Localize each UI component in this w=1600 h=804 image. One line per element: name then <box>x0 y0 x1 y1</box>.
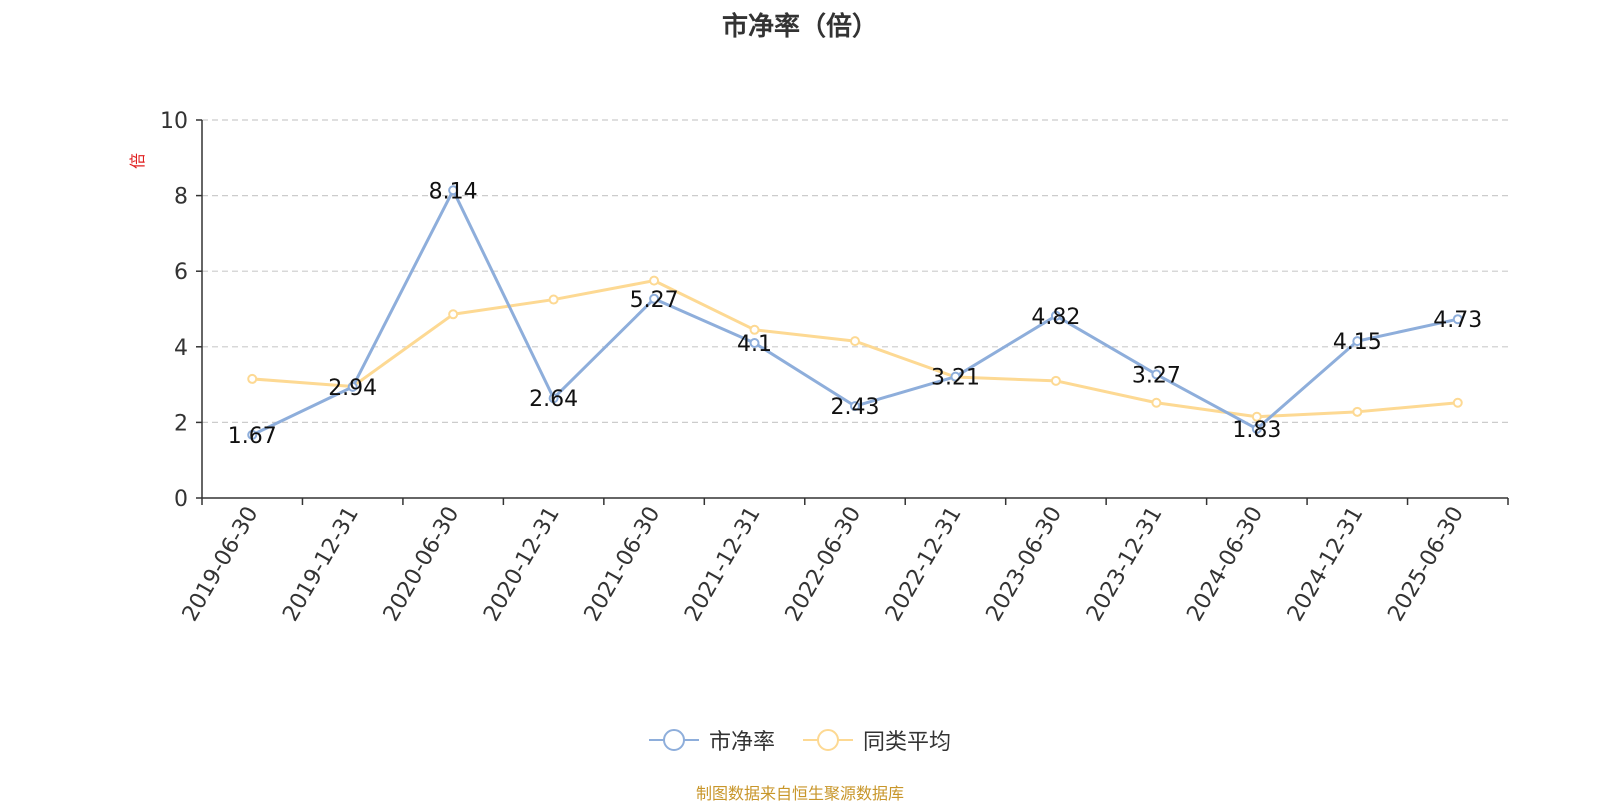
y-tick-label: 8 <box>174 185 188 210</box>
data-label: 2.64 <box>529 387 578 412</box>
data-label: 2.94 <box>328 376 377 401</box>
chart-title: 市净率（倍） <box>721 12 878 42</box>
data-point <box>548 393 559 404</box>
series <box>247 185 1463 440</box>
x-tick-label: 2025-06-30 <box>1383 503 1469 626</box>
data-label: 1.83 <box>1232 418 1281 443</box>
legend-label-pb: 市净率 <box>708 730 775 755</box>
data-point <box>1452 397 1463 408</box>
data-point <box>850 336 860 347</box>
legend: 市净率 同类平均 <box>0 724 1600 756</box>
data-point <box>448 309 459 320</box>
data-label: 4.82 <box>1031 305 1080 330</box>
y-tick-label: 4 <box>174 336 188 361</box>
x-tick-label: 2019-06-30 <box>178 503 264 626</box>
data-point <box>850 401 860 412</box>
x-tick-label: 2022-12-31 <box>881 503 967 626</box>
data-label: 8.14 <box>429 179 478 204</box>
x-tick-label: 2020-12-31 <box>479 503 565 626</box>
y-axis-title: 倍 <box>128 153 147 169</box>
data-label: 1.67 <box>228 424 277 449</box>
data-point <box>448 185 459 196</box>
grid-lines <box>202 119 1508 423</box>
legend-item-pb[interactable]: 市净率 <box>648 724 775 756</box>
x-tick-label: 2019-12-31 <box>278 503 364 626</box>
y-tick-label: 2 <box>174 411 188 436</box>
data-point <box>749 324 760 335</box>
x-tick-label: 2021-12-31 <box>680 503 766 626</box>
data-point <box>1251 423 1262 434</box>
data-point <box>1452 314 1463 325</box>
data-label: 4.15 <box>1333 330 1382 355</box>
data-point <box>649 275 660 286</box>
data-point <box>649 293 660 304</box>
y-tick-label: 6 <box>174 260 188 285</box>
data-point <box>950 371 961 382</box>
data-point <box>1352 406 1363 417</box>
x-tick-label: 2021-06-30 <box>580 503 666 626</box>
data-point <box>1050 310 1061 321</box>
data-label: 5.27 <box>630 288 679 313</box>
data-point <box>749 338 760 349</box>
data-label: 3.21 <box>931 366 980 391</box>
y-tick-label: 0 <box>174 487 188 512</box>
data-point <box>548 294 559 305</box>
data-label: 3.27 <box>1132 363 1181 388</box>
y-tick-label: 10 <box>160 109 188 134</box>
x-tick-label: 2024-12-31 <box>1283 503 1369 626</box>
x-tick-label: 2022-06-30 <box>781 503 867 626</box>
legend-item-peer-average[interactable]: 同类平均 <box>803 724 951 756</box>
data-point <box>1151 397 1162 408</box>
data-label: 4.73 <box>1433 308 1482 333</box>
data-point <box>247 373 258 384</box>
data-point <box>1352 336 1363 347</box>
data-point <box>347 381 358 392</box>
data-label: 2.43 <box>831 395 880 420</box>
x-tick-label: 2024-06-30 <box>1182 503 1268 626</box>
x-tick-label: 2020-06-30 <box>379 502 465 625</box>
data-point <box>1151 369 1162 380</box>
data-label: 4.1 <box>737 332 772 357</box>
legend-marker-peer-average-icon <box>803 729 853 751</box>
data-point <box>247 429 258 440</box>
x-tick-label: 2023-12-31 <box>1082 503 1168 626</box>
x-tick-label: 2023-06-30 <box>982 503 1068 626</box>
legend-marker-pb-icon <box>648 729 699 751</box>
data-point <box>1251 411 1262 422</box>
data-labels: 1.67 2.94 8.14 2.64 5.27 4.1 2.43 3.21 4.82 3.27 1… <box>228 179 1483 449</box>
data-point <box>1050 375 1061 386</box>
legend-label-peer-average: 同类平均 <box>863 730 952 755</box>
data-source-note: 制图数据来自恒生聚源数据库 <box>695 784 904 803</box>
